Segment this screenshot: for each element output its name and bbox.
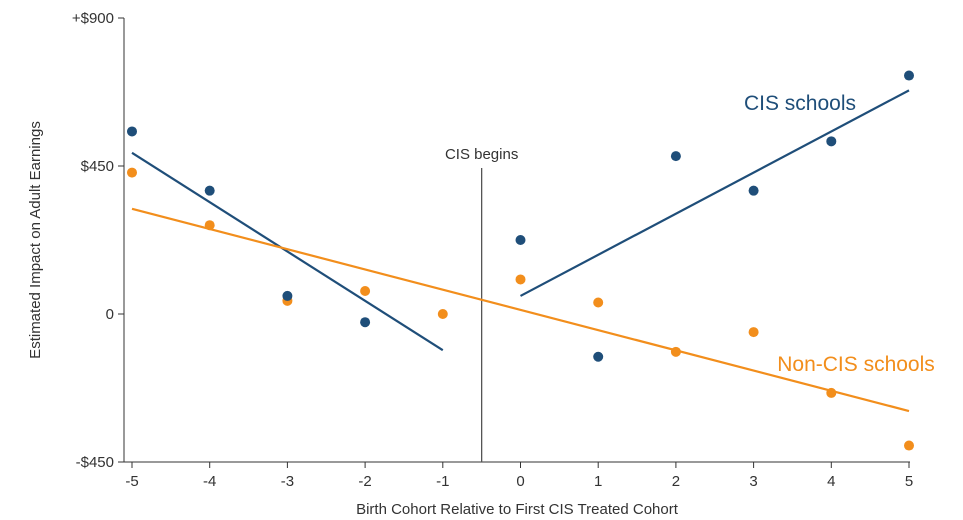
x-tick-label: 1 [594,473,602,490]
point-cis [360,317,371,328]
point-non-cis [826,387,837,398]
x-tick-label: -1 [436,473,449,490]
point-cis [670,151,681,162]
axes [123,18,910,463]
point-cis [904,70,914,81]
y-axis-title: Estimated Impact on Adult Earnings [27,121,44,359]
point-cis [282,290,293,301]
series-label-non-cis-schools: Non-CIS schools [777,353,935,376]
point-non-cis [593,297,604,308]
point-cis [204,185,215,196]
cis-begins-marker: CIS begins [445,146,518,462]
fit-lines [131,89,910,413]
x-tick-label: 4 [827,473,835,490]
x-tick-label: 2 [672,473,680,490]
point-non-cis [360,285,371,296]
point-non-cis [437,309,448,319]
fit-line-cis [131,151,444,352]
y-tick-label: 0 [106,306,114,323]
x-tick-label: 5 [905,473,913,490]
point-non-cis [204,220,215,231]
fit-line-cis [519,89,910,297]
point-cis [515,235,526,245]
point-cis [826,136,837,147]
fit-line-non-cis [131,207,910,413]
point-non-cis [670,346,681,357]
x-tick-label: -2 [358,473,371,490]
point-cis [593,351,604,362]
point-non-cis [515,274,526,285]
point-non-cis [904,440,914,451]
y-tick-label: +$900 [72,10,114,27]
y-ticks: -$450 0 $450 +$900 [72,10,124,471]
x-axis-title: Birth Cohort Relative to First CIS Treat… [356,501,679,518]
series-label-cis-schools: CIS schools [744,92,856,115]
point-cis [748,185,759,196]
x-tick-label: 0 [516,473,524,490]
x-tick-label: 3 [749,473,757,490]
point-non-cis [748,327,759,338]
x-tick-label: -3 [281,473,294,490]
point-non-cis [127,167,137,178]
data-points [127,70,914,451]
y-tick-label: $450 [81,158,114,175]
y-tick-label: -$450 [76,454,114,471]
x-tick-label: -5 [125,473,138,490]
x-ticks: -5 -4 -3 -2 -1 0 1 2 3 4 5 [125,462,913,490]
point-cis [127,126,137,137]
x-tick-label: -4 [203,473,216,490]
cis-begins-label: CIS begins [445,146,518,163]
